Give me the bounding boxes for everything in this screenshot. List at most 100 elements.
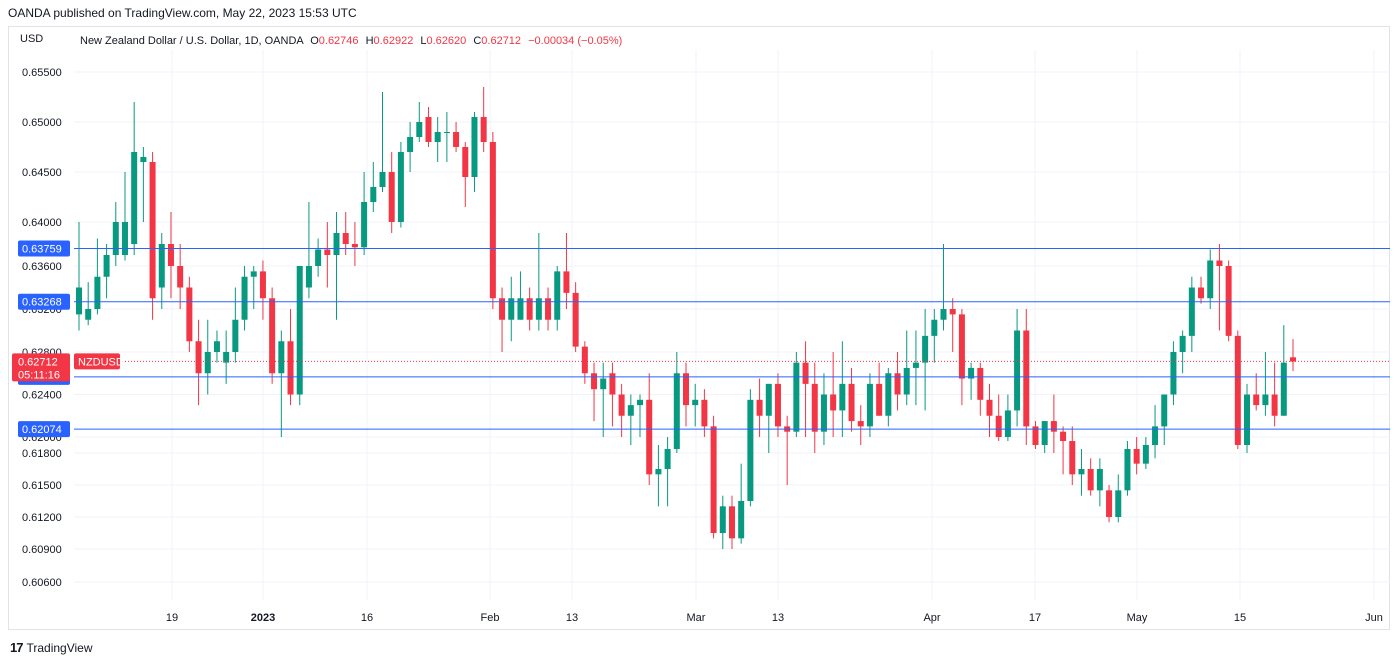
candle-body [131,152,138,244]
candle-body [710,426,717,533]
candle-body [949,309,956,315]
candle-body [1115,490,1122,517]
candle-body [186,287,193,342]
candle-body [747,399,754,501]
candle-body [1290,357,1296,362]
candle-body [397,152,404,222]
horizontal-lines [74,248,1390,430]
candle-body [315,249,322,266]
candle-body [637,399,644,406]
candle-body [232,319,239,352]
candle-body [554,271,561,320]
candle-body [728,506,735,539]
candle-body [434,132,441,142]
candle-body [1152,426,1159,445]
x-tick-label: Mar [687,612,706,624]
x-tick-label: Feb [481,612,500,624]
x-tick-label: 13 [566,612,578,624]
candle-body [140,157,147,162]
candle-body [756,399,763,416]
candle-body [1032,426,1039,445]
candle-body [1087,469,1094,491]
chart-frame [8,26,1390,630]
x-tick-label: Apr [923,612,940,624]
candle-body [149,162,156,299]
candle-body [664,449,671,469]
candle-body [903,367,910,395]
candle-body [1133,449,1140,464]
candle-body [370,187,377,202]
candle-body [591,373,598,390]
candle-body [1271,394,1278,416]
x-axis: 19 2023 16 Feb 13 Mar 13 Apr 17 May 15 Jun [166,612,1383,624]
candle-body [1050,421,1057,432]
candle-body [333,233,340,255]
candle-body [462,147,469,177]
candle-body [223,352,230,363]
candle-body [508,298,515,320]
candle-body [269,298,276,374]
candle-body [609,373,616,395]
candle-body [719,506,726,533]
y-tick-label: 0.63600 [22,261,62,273]
candle-body [379,172,386,187]
legend-symbol: New Zealand Dollar / U.S. Dollar, 1D, OA… [80,35,304,47]
candle-body [1142,445,1149,464]
x-tick-label: 15 [1234,612,1246,624]
candle-body [986,399,993,416]
candle-body [866,383,873,427]
candle-body [701,399,708,427]
candle-body [259,271,266,299]
candle-body [958,314,965,379]
candle-body [1207,260,1214,299]
y-axis: 0.65500 0.65000 0.64500 0.64000 0.63600 0.632… [22,67,62,589]
candle-body [480,117,487,142]
candle-body [453,132,460,147]
candle-body [1060,431,1067,441]
candle-body [968,367,975,379]
candle-body [931,319,938,336]
footer-brand: TradingView [26,640,93,655]
candle-body [1096,469,1103,491]
candle-body [1161,394,1168,427]
y-tick-label: 0.61200 [22,512,62,524]
horizontal-line-label-bg [18,421,70,438]
legend-change: −0.00034 (−0.05%) [528,35,623,47]
candle-body [563,271,570,293]
candle-body [646,399,653,475]
x-tick-label: 13 [772,612,784,624]
candle-body [158,244,165,288]
candle-body [692,399,699,406]
tradingview-logo-icon: 17 [10,640,24,655]
candle-body [545,298,552,320]
candle-body [912,362,919,368]
candle-body [655,469,662,475]
candle-body [995,415,1002,437]
legend-low: 0.62620 [426,35,467,47]
candle-body [774,383,781,427]
candle-body [572,292,579,347]
candle-body [627,405,634,416]
candles [76,87,1296,549]
candle-body [1124,449,1131,491]
candle-body [1253,394,1260,406]
last-price-label: 0.62712 [18,356,58,368]
candle-body [517,298,524,320]
candle-body [1078,469,1085,475]
candle-body [1188,287,1195,336]
horizontal-line-label: 0.62074 [22,424,62,436]
y-tick-label: 0.65500 [22,67,62,79]
candle-body [167,244,174,266]
candle-body [195,341,202,374]
candle-body [250,271,257,277]
legend-high-label: H [365,35,374,47]
candle-body [885,373,892,416]
x-tick-label: Jun [1365,612,1383,624]
y-tick-label: 0.61500 [22,480,62,492]
candle-body [1023,330,1030,427]
candle-body [361,202,368,248]
candle-body [1170,352,1177,395]
y-tick-label: 0.60900 [22,544,62,556]
candle-body [1216,260,1223,266]
